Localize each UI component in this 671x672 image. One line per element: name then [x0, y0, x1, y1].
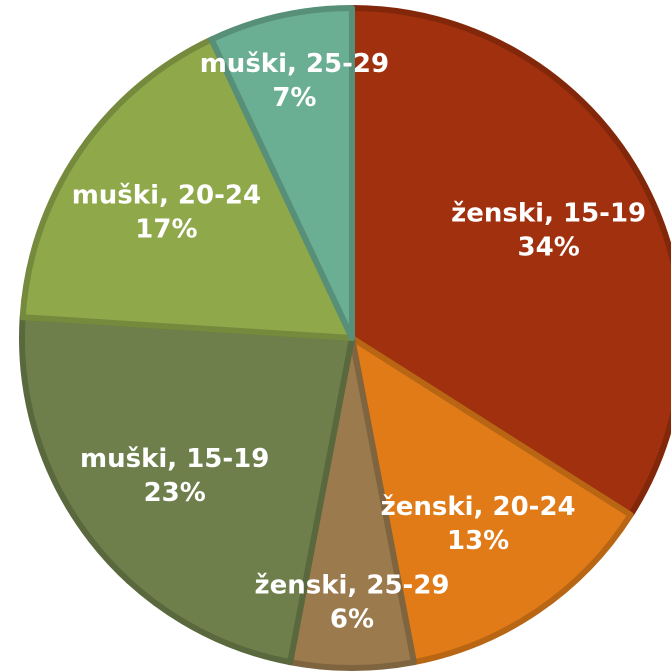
- slice-label: muški, 20-24: [72, 180, 261, 210]
- slice-value: 23%: [144, 478, 206, 508]
- pie-slice: [19, 314, 355, 666]
- slice-value: 17%: [135, 214, 197, 244]
- slice-value: 34%: [518, 232, 580, 262]
- slice-value: 7%: [272, 83, 316, 113]
- slice-label: ženski, 20-24: [381, 492, 576, 522]
- slice-label: ženski, 25-29: [254, 571, 449, 601]
- pie-slice: [208, 5, 355, 341]
- pie-slice: [349, 335, 634, 666]
- slice-value: 6%: [330, 605, 374, 635]
- slice-label: muški, 15-19: [80, 444, 269, 474]
- slice-label: muški, 25-29: [200, 49, 389, 79]
- pie-slice: [19, 36, 355, 341]
- slice-label: ženski, 15-19: [451, 198, 646, 228]
- slice-value: 13%: [447, 526, 509, 556]
